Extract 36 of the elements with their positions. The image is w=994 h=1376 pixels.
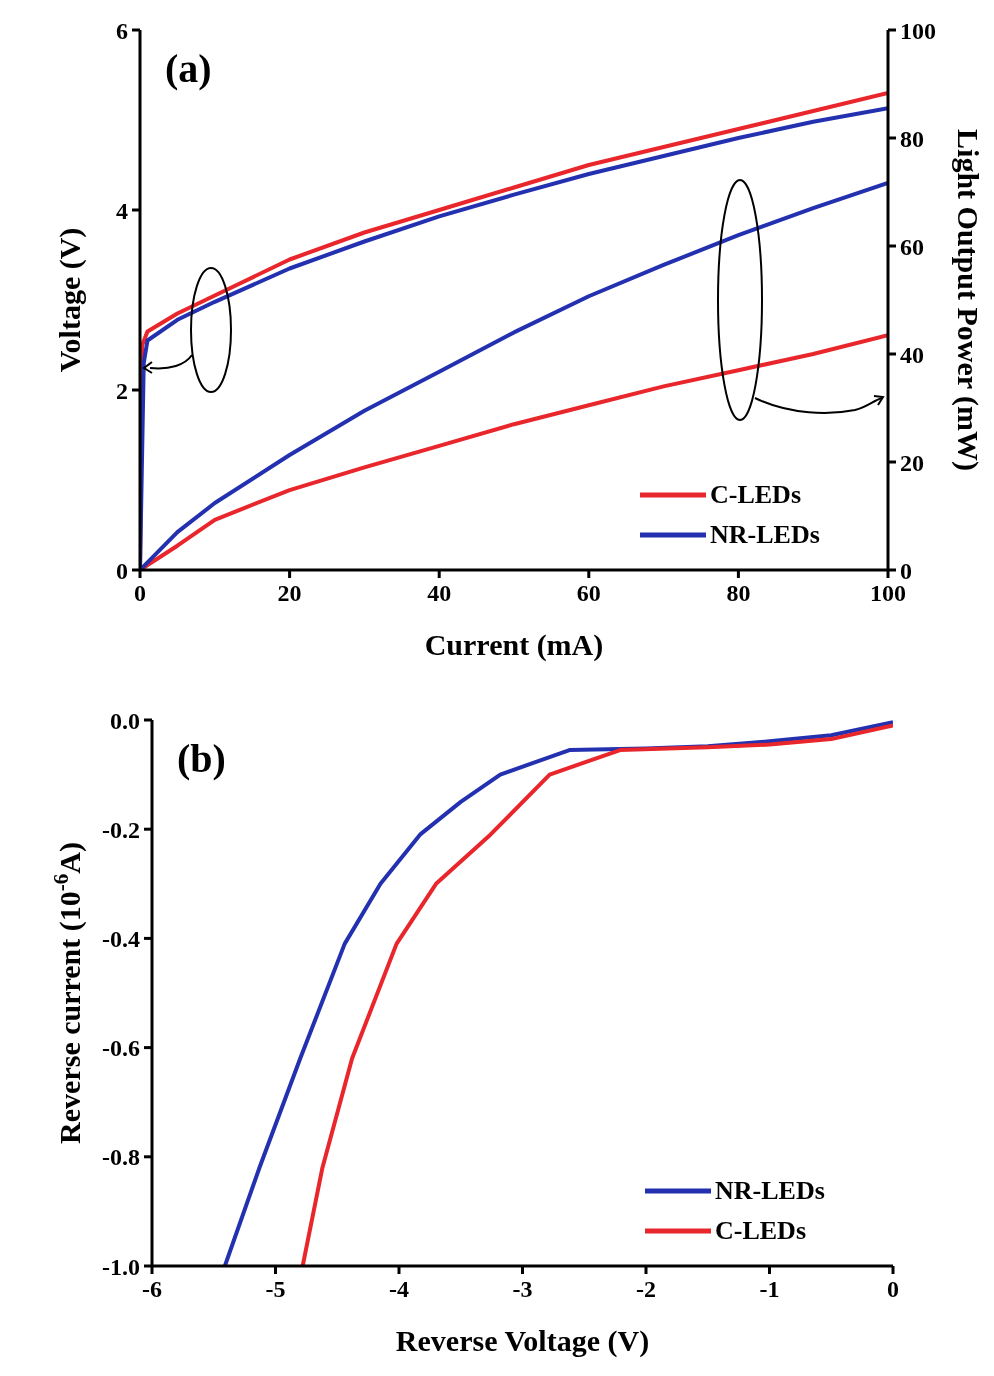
y-tick-label: -1.0 — [102, 1253, 140, 1280]
x-axis-title: Current (mA) — [424, 628, 604, 662]
x-tick-label: -3 — [512, 1276, 533, 1303]
legend-label: C-LEDs — [710, 480, 802, 510]
y-tick-label: 6 — [116, 17, 128, 44]
legend-label: C-LEDs — [715, 1216, 807, 1246]
y-tick-label: -0.2 — [102, 816, 140, 843]
x-tick-label: -4 — [389, 1276, 409, 1303]
y-tick-label: -0.6 — [102, 1035, 140, 1062]
x-tick-label: -6 — [142, 1276, 162, 1303]
y-tick-label: 0 — [116, 557, 128, 584]
y2-tick-label: 80 — [900, 125, 924, 152]
x-tick-label: 60 — [576, 580, 601, 607]
y2-tick-label: 20 — [900, 449, 924, 476]
x-tick-label: 80 — [726, 580, 751, 607]
y-tick-label: -0.4 — [102, 925, 140, 952]
x-tick-label: 20 — [277, 580, 302, 607]
y2-tick-label: 60 — [900, 233, 924, 260]
x-tick-label: -2 — [636, 1276, 656, 1303]
y-tick-label: 0.0 — [110, 707, 140, 734]
x-axis-title: Reverse Voltage (V) — [395, 1324, 650, 1358]
legend-label: NR-LEDs — [715, 1176, 825, 1206]
x-tick-label: 0 — [887, 1276, 899, 1303]
y2-axis-title: Light Output Power (mW) — [951, 129, 985, 471]
y-tick-label: 2 — [116, 377, 128, 404]
y-tick-label: 4 — [116, 197, 128, 224]
x-tick-label: -1 — [759, 1276, 780, 1303]
x-tick-label: -5 — [265, 1276, 286, 1303]
y2-tick-label: 40 — [900, 341, 924, 368]
x-tick-label: 40 — [427, 580, 452, 607]
legend-label: NR-LEDs — [710, 520, 820, 550]
annotation: (a) — [165, 46, 212, 91]
y-axis-title: Voltage (V) — [53, 227, 87, 373]
annotation: (b) — [177, 736, 226, 781]
y-tick-label: -0.8 — [102, 1144, 140, 1171]
y2-tick-label: 100 — [900, 17, 936, 44]
